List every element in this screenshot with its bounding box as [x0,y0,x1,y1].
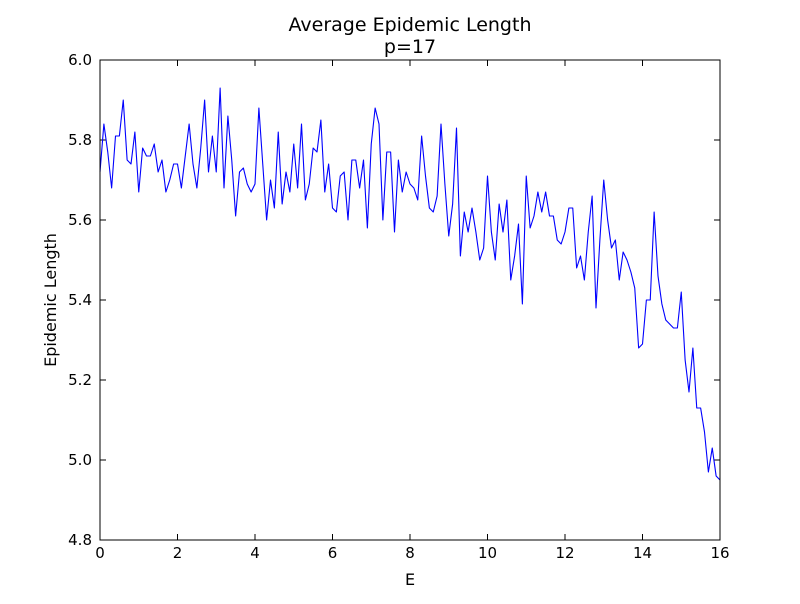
plot-frame [99,59,721,541]
y-tick-label: 5.0 [68,451,92,469]
x-tick-label: 12 [555,544,574,562]
series-line [99,87,721,481]
x-tick-label: 14 [633,544,652,562]
series-layer [99,87,721,481]
x-tick-label: 0 [95,544,105,562]
x-tick-label: 8 [405,544,415,562]
y-tick-label: 5.8 [68,131,92,149]
x-tick-label: 4 [250,544,260,562]
chart-subtitle: p=17 [384,36,436,58]
y-tick-label: 6.0 [68,51,92,69]
x-tick-label: 10 [478,544,497,562]
x-tick-label: 16 [710,544,729,562]
y-axis-label: Epidemic Length [41,233,60,367]
x-axis-label: E [405,570,415,589]
y-tick-label: 4.8 [68,531,92,549]
x-tick-label: 6 [328,544,338,562]
chart-title: Average Epidemic Length [289,14,532,36]
ticks-layer: 0 2 4 6 8 10 12 14 16 4.8 5.0 5.2 5.4 5.6 5.8 6.0 [68,51,729,562]
y-tick-label: 5.2 [68,371,92,389]
x-tick-label: 2 [173,544,183,562]
y-tick-label: 5.6 [68,211,92,229]
y-tick-label: 5.4 [68,291,92,309]
